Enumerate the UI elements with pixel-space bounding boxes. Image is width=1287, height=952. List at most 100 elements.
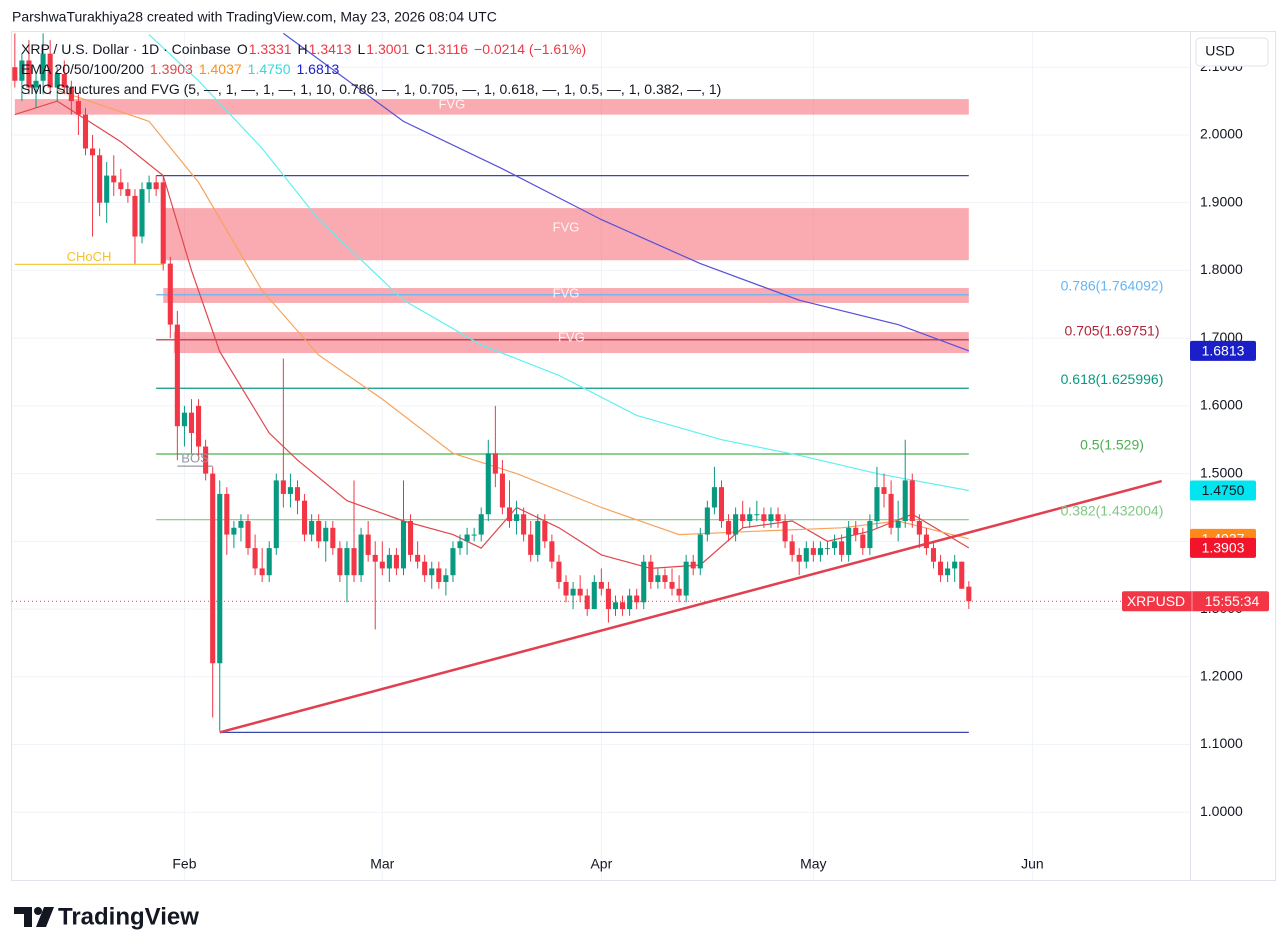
candle-body [450,548,456,576]
candle-body [669,581,675,589]
candle-body [683,561,689,596]
candle-body [612,602,619,610]
candle-body [506,507,513,522]
candle-body [895,521,901,528]
candle-body [422,561,428,576]
candle-body [203,446,209,474]
level-label: 0.786(1.764092) [1061,277,1164,293]
candle-body [641,561,647,603]
legend-item: 1.4750 [248,61,291,77]
candle-body [881,487,887,494]
legend-item: 1.4037 [199,61,242,77]
candle-body [26,60,32,88]
candle-body [775,514,781,522]
y-tick-label: 1.0000 [1200,803,1243,819]
legend-item: L [358,41,366,57]
x-tick-label: Jun [1021,856,1044,872]
candle-body [535,521,541,555]
x-tick-label: May [800,856,826,872]
fvg-label: FVG [553,220,580,235]
candle-body [415,554,421,562]
level-label: 0.382(1.432004) [1061,502,1164,518]
candle-body [146,182,152,190]
candle-body [19,60,25,81]
candle-body [909,480,915,522]
candle-body [111,175,117,183]
candle-body [429,568,435,576]
candle-body [627,595,633,610]
legend-item: EMA 20/50/100/200 [21,61,144,77]
legend-item: −0.0214 (−1.61%) [474,41,586,57]
logo-mark [36,907,54,927]
candle-body [231,527,237,535]
legend-item: 1.3116 [426,41,468,57]
candle-body [648,561,654,582]
candle-body [330,527,336,549]
candle-body [97,155,103,203]
candle-body [634,595,640,603]
candle-body [379,561,385,569]
structure-label: CHoCH [67,249,112,264]
ema-line [57,89,969,540]
legend-item: 1.3331 [249,41,292,57]
candle-body [514,514,520,522]
price-label: 1.3903 [1202,540,1245,556]
y-tick-label: 1.8000 [1200,261,1243,277]
legend-item: 1.3001 [366,41,409,57]
candle-body [711,487,717,508]
candle-body [966,586,972,602]
candle-body [47,53,53,88]
y-tick-label: 2.0000 [1200,126,1243,142]
x-tick-label: Feb [172,856,196,872]
candle-body [676,588,682,596]
candle-body [464,534,470,542]
candle-body [598,581,604,589]
candle-body [196,405,202,447]
currency-box[interactable] [1195,37,1269,67]
ema-line [283,32,970,352]
candle-body [393,554,399,569]
candle-body [874,487,880,522]
frame [11,31,1276,881]
candle-body [846,527,852,555]
last-price-symbol: XRPUSD [1127,593,1185,609]
brand-logo [14,907,54,927]
y-tick-label: 1.5000 [1200,464,1243,480]
brand: TradingView [58,903,199,930]
candle-body [796,554,802,562]
candle-body [549,541,555,562]
candle-body [930,548,937,562]
candle-body [824,548,831,550]
candle-body [789,541,795,555]
candle-body [294,487,301,501]
candle-body [61,73,67,88]
candle-body [181,412,187,427]
candle-body [125,189,131,196]
candle-body [75,101,81,115]
fvg-label: FVG [553,285,580,300]
candle-body [605,588,611,610]
candle-body [266,548,272,576]
logo-mark [14,907,32,927]
candle-body [54,73,60,88]
candle-body [754,514,760,516]
candle-body [280,480,286,494]
candle-body [782,521,788,542]
price-label-box [1190,340,1256,361]
candle-body [153,182,159,190]
x-tick-label: Apr [590,856,612,872]
candle-body [740,514,746,522]
legend-item: H [298,41,308,57]
candle-body [810,548,816,555]
candle-body [499,473,505,508]
candle-body [733,514,739,535]
price-label: 1.6813 [1202,343,1245,359]
fvg-label: FVG [558,329,585,344]
candle-body [252,548,258,569]
currency: USD [1205,43,1235,59]
candle-body [923,534,929,549]
candle-body [761,514,767,522]
